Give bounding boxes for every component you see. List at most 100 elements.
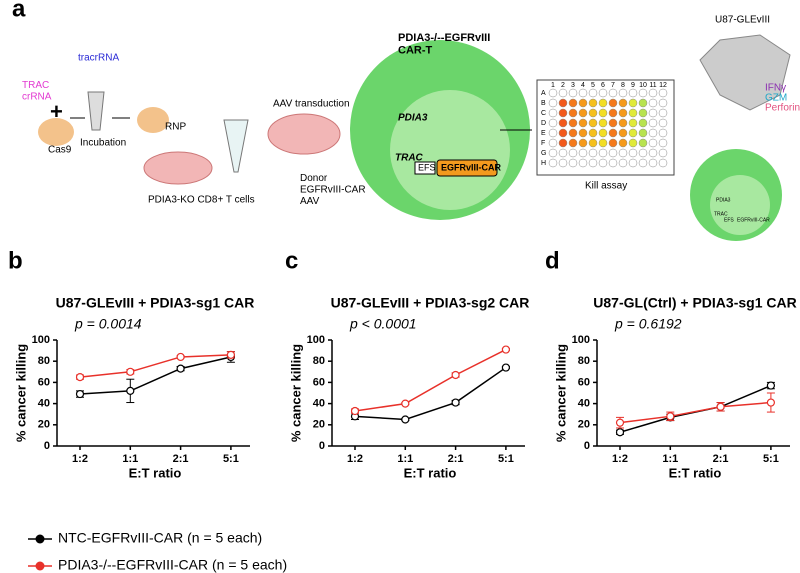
label: Cas9 <box>48 145 72 156</box>
well <box>568 148 578 158</box>
x-tick-label: 1:1 <box>662 453 678 465</box>
y-tick-label: 80 <box>578 355 590 367</box>
well <box>598 88 608 98</box>
well <box>588 128 598 138</box>
label: Kill assay <box>585 181 627 192</box>
label: RNP <box>165 122 186 133</box>
well <box>628 158 638 168</box>
annotation: p = 0.0014 <box>74 316 142 332</box>
well <box>648 118 658 128</box>
y-tick-label: 0 <box>44 440 50 452</box>
point <box>501 345 510 354</box>
plate-row-label: F <box>541 140 545 147</box>
annotation: p < 0.0001 <box>349 316 417 332</box>
legend-label: NTC-EGFRvIII-CAR (n = 5 each) <box>58 530 262 546</box>
label: Perforin <box>765 103 800 114</box>
point <box>75 389 85 399</box>
plate-col-label: 11 <box>649 82 656 89</box>
well <box>648 148 658 158</box>
well <box>588 148 598 158</box>
well <box>598 108 608 118</box>
label: AAV transduction <box>273 99 350 110</box>
y-tick-label: 0 <box>584 440 590 452</box>
plate-row-label: B <box>541 100 546 107</box>
point <box>401 399 410 408</box>
point <box>716 402 725 411</box>
well <box>578 118 588 128</box>
x-axis-label: E:T ratio <box>404 465 457 480</box>
plus: + <box>50 99 63 124</box>
car-box <box>436 159 498 177</box>
plate-row-label: E <box>541 130 546 137</box>
well <box>608 138 618 148</box>
y-tick-label: 80 <box>313 355 325 367</box>
well <box>568 138 578 148</box>
well <box>628 118 638 128</box>
well <box>558 138 568 148</box>
plate-col-label: 5 <box>591 82 595 89</box>
well <box>558 158 568 168</box>
point <box>350 406 360 416</box>
point <box>501 363 510 372</box>
well <box>598 158 608 168</box>
point <box>176 364 185 373</box>
nucleus <box>710 175 770 235</box>
well <box>628 128 638 138</box>
y-tick-label: 100 <box>32 334 50 346</box>
plate-col-label: 10 <box>639 82 647 89</box>
well <box>568 108 578 118</box>
well <box>588 118 598 128</box>
well <box>548 98 558 108</box>
dish <box>267 113 341 155</box>
well <box>658 108 668 118</box>
series-line <box>79 354 231 378</box>
well <box>578 98 588 108</box>
well <box>588 98 598 108</box>
well <box>648 88 658 98</box>
tumor-cell <box>699 34 791 111</box>
x-tick-label: 1:2 <box>72 453 88 465</box>
plate-col-label: 6 <box>601 82 605 89</box>
x-axis-label: E:T ratio <box>129 465 182 480</box>
well <box>638 148 648 158</box>
well <box>628 138 638 148</box>
label: GZM <box>765 93 787 104</box>
well <box>608 118 618 128</box>
well <box>558 148 568 158</box>
legend-marker <box>35 561 45 571</box>
well <box>638 138 648 148</box>
series-line <box>79 356 232 395</box>
label: EGFRvIII-CAR <box>737 217 770 223</box>
dish <box>143 151 213 185</box>
label: Donor EGFRvIII-CAR AAV <box>300 173 366 207</box>
plate-row-label: H <box>541 160 546 167</box>
well <box>588 158 598 168</box>
well <box>548 118 558 128</box>
well <box>618 98 628 108</box>
y-tick-label: 80 <box>38 355 50 367</box>
y-tick-label: 20 <box>578 419 590 431</box>
well <box>658 88 668 98</box>
plate-col-label: 8 <box>621 82 625 89</box>
label: EFS <box>724 217 734 223</box>
cas9-shape <box>38 118 74 146</box>
point <box>666 412 675 421</box>
label: PDIA3 <box>716 197 731 203</box>
nucleus <box>390 90 510 210</box>
label: IFNγ <box>765 83 786 94</box>
well <box>648 98 658 108</box>
well <box>568 88 578 98</box>
point <box>401 415 410 424</box>
well <box>658 138 668 148</box>
well <box>558 108 568 118</box>
well <box>558 98 568 108</box>
point <box>176 352 185 362</box>
well <box>628 148 638 158</box>
well <box>608 148 618 158</box>
well <box>648 138 658 148</box>
label: PDIA3-KO CD8+ T cells <box>148 195 255 206</box>
annotation: p = 0.6192 <box>614 316 682 332</box>
well <box>658 118 668 128</box>
y-tick-label: 20 <box>313 419 325 431</box>
